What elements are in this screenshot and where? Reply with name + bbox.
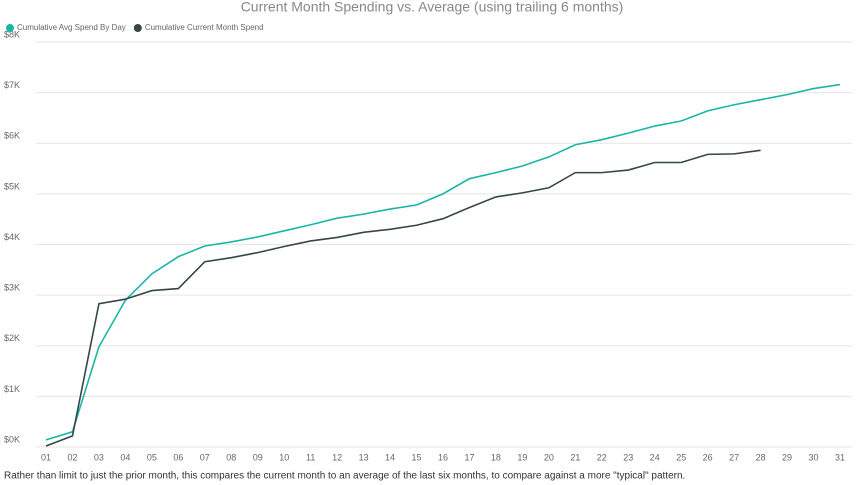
y-tick-label: $4K <box>4 232 20 242</box>
legend-marker <box>6 24 14 32</box>
x-tick-label: 23 <box>623 452 633 462</box>
x-tick-label: 05 <box>147 452 157 462</box>
y-tick-label: $5K <box>4 181 20 191</box>
chart-title: Current Month Spending vs. Average (usin… <box>241 0 624 15</box>
x-tick-label: 26 <box>703 452 713 462</box>
x-tick-label: 25 <box>676 452 686 462</box>
y-tick-label: $1K <box>4 384 20 394</box>
x-tick-label: 17 <box>464 452 474 462</box>
y-tick-label: $7K <box>4 80 20 90</box>
x-tick-label: 10 <box>279 452 289 462</box>
x-tick-label: 07 <box>200 452 210 462</box>
x-tick-label: 04 <box>120 452 130 462</box>
series-line <box>45 149 761 447</box>
y-tick-label: $3K <box>4 283 20 293</box>
x-tick-label: 08 <box>226 452 236 462</box>
x-tick-label: 12 <box>332 452 342 462</box>
x-tick-label: 22 <box>597 452 607 462</box>
legend-label: Cumulative Current Month Spend <box>145 23 264 32</box>
x-tick-label: 21 <box>570 452 580 462</box>
note: Rather than limit to just the prior mont… <box>4 471 685 482</box>
x-tick-label: 02 <box>67 452 77 462</box>
x-tick-label: 24 <box>650 452 660 462</box>
x-tick-label: 03 <box>94 452 104 462</box>
x-tick-label: 20 <box>544 452 554 462</box>
x-tick-label: 09 <box>253 452 263 462</box>
series-line <box>45 83 841 441</box>
x-tick-label: 18 <box>491 452 501 462</box>
x-tick-label: 01 <box>41 452 51 462</box>
x-tick-label: 15 <box>412 452 422 462</box>
x-tick-label: 27 <box>729 452 739 462</box>
x-tick-label: 30 <box>809 452 819 462</box>
x-tick-label: 16 <box>438 452 448 462</box>
y-tick-label: $0K <box>4 434 20 444</box>
x-tick-label: 06 <box>173 452 183 462</box>
x-tick-label: 28 <box>756 452 766 462</box>
x-tick-label: 19 <box>517 452 527 462</box>
x-tick-label: 11 <box>306 452 315 462</box>
x-tick-label: 31 <box>835 452 845 462</box>
x-tick-label: 29 <box>782 452 792 462</box>
y-tick-label: $2K <box>4 333 20 343</box>
y-tick-label: $8K <box>4 29 20 39</box>
legend-label: Cumulative Avg Spend By Day <box>17 23 126 32</box>
y-tick-label: $6K <box>4 131 20 141</box>
x-tick-label: 13 <box>359 452 369 462</box>
legend-marker <box>133 24 142 32</box>
x-tick-label: 14 <box>385 452 395 462</box>
